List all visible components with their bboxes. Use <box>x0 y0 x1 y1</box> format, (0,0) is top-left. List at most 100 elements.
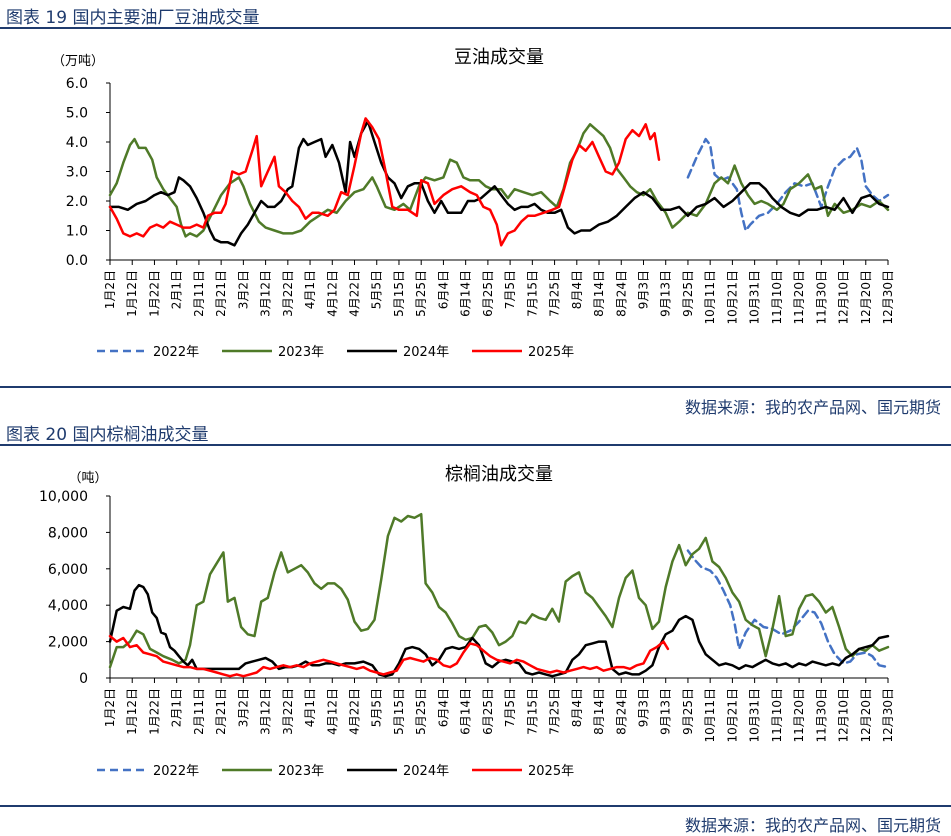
x-tick-label: 4月1日 <box>303 270 317 309</box>
series-line-2025年 <box>108 634 670 678</box>
x-tick-label: 7月5日 <box>503 270 517 309</box>
legend-label: 2024年 <box>403 345 449 360</box>
x-tick-label: 4月22日 <box>348 688 362 735</box>
x-tick-label: 12月20日 <box>859 270 873 325</box>
x-tick-label: 10月31日 <box>748 270 762 325</box>
y-tick-label: 2,000 <box>48 635 88 651</box>
x-tick-label: 12月10日 <box>837 270 851 325</box>
x-tick-label: 11月30日 <box>814 688 828 743</box>
x-tick-label: 12月30日 <box>881 688 895 743</box>
figure-19-source: 数据来源：我的农产品网、国元期货 <box>684 398 941 417</box>
x-tick-label: 7月25日 <box>548 270 562 317</box>
x-tick-label: 4月12日 <box>325 270 339 317</box>
legend-label: 2023年 <box>278 345 324 360</box>
chart-bottom-divider <box>0 386 951 388</box>
x-tick-label: 8月4日 <box>570 688 584 727</box>
x-tick-label: 6月4日 <box>436 270 450 309</box>
x-tick-label: 8月24日 <box>614 270 628 317</box>
x-tick-label: 8月14日 <box>592 688 606 735</box>
palm-oil-volume-chart: 棕榈油成交量 （吨） 0 2,000 4,000 6,000 8,000 10,000 1月2日… <box>39 464 895 779</box>
x-tick-label: 8月14日 <box>592 270 606 317</box>
figure-19-caption: 图表 19 国内主要油厂豆油成交量 <box>6 8 260 28</box>
y-tick-label: 4.0 <box>66 135 88 151</box>
x-tick-label: 1月22日 <box>147 688 161 735</box>
x-tick-label: 4月12日 <box>325 688 339 735</box>
x-tick-label: 5月15日 <box>392 270 406 317</box>
x-tick-label: 10月31日 <box>748 688 762 743</box>
legend-label: 2022年 <box>153 764 199 779</box>
x-tick-label: 1月2日 <box>103 688 117 727</box>
series-line-2023年 <box>108 512 890 669</box>
x-tick-label: 11月20日 <box>792 688 806 743</box>
series-line-2024年 <box>108 120 890 247</box>
x-tick-label: 9月3日 <box>636 270 650 309</box>
x-tick-label: 6月25日 <box>481 688 495 735</box>
x-tick-label: 11月10日 <box>770 270 784 325</box>
x-tick-label: 10月11日 <box>703 270 717 325</box>
legend-label: 2023年 <box>278 764 324 779</box>
x-tick-label: 12月20日 <box>859 688 873 743</box>
x-tick-label: 8月24日 <box>614 688 628 735</box>
x-tick-label: 2月11日 <box>192 270 206 317</box>
legend-label: 2022年 <box>153 345 199 360</box>
x-tick-label: 5月5日 <box>370 270 384 309</box>
x-tick-label: 2月21日 <box>214 270 228 317</box>
y-tick-label: 4,000 <box>48 598 88 614</box>
legend-label: 2025年 <box>528 764 574 779</box>
x-tick-label: 1月12日 <box>125 270 139 317</box>
series-line-2024年 <box>108 583 890 678</box>
caption-divider <box>0 27 951 29</box>
x-tick-label: 8月4日 <box>570 270 584 309</box>
x-tick-label: 2月21日 <box>214 688 228 735</box>
figure-20-source: 数据来源：我的农产品网、国元期货 <box>684 816 941 835</box>
chart-title: 棕榈油成交量 <box>445 464 553 485</box>
y-tick-label: 6.0 <box>66 76 88 92</box>
x-tick-label: 9月25日 <box>681 270 695 317</box>
x-tick-label: 4月22日 <box>348 270 362 317</box>
y-tick-label: 2.0 <box>66 194 88 210</box>
x-tick-label: 1月12日 <box>125 688 139 735</box>
x-tick-label: 3月22日 <box>281 688 295 735</box>
x-tick-label: 7月15日 <box>525 688 539 735</box>
x-tick-label: 2月1日 <box>170 688 184 727</box>
y-tick-label: 10,000 <box>39 489 88 505</box>
x-tick-label: 2月1日 <box>170 270 184 309</box>
series-line-2022年 <box>686 137 890 232</box>
x-tick-label: 1月2日 <box>103 270 117 309</box>
x-tick-label: 10月11日 <box>703 688 717 743</box>
x-tick-label: 6月14日 <box>459 688 473 735</box>
x-tick-label: 12月10日 <box>837 688 851 743</box>
x-tick-label: 5月5日 <box>370 688 384 727</box>
x-tick-label: 7月5日 <box>503 688 517 727</box>
x-tick-label: 1月22日 <box>147 270 161 317</box>
legend-label: 2025年 <box>528 345 574 360</box>
y-tick-label: 8,000 <box>48 525 88 541</box>
x-tick-label: 5月15日 <box>392 688 406 735</box>
x-tick-label: 6月14日 <box>459 270 473 317</box>
legend-label: 2024年 <box>403 764 449 779</box>
x-tick-label: 12月30日 <box>881 270 895 325</box>
x-tick-label: 3月2日 <box>236 688 250 727</box>
x-tick-label: 11月20日 <box>792 270 806 325</box>
y-axis-unit-label: （万吨） <box>52 54 104 69</box>
caption-divider <box>0 444 951 446</box>
y-tick-label: 0.0 <box>66 253 88 269</box>
y-tick-label: 5.0 <box>66 106 88 122</box>
x-tick-label: 2月11日 <box>192 688 206 735</box>
chart-title: 豆油成交量 <box>454 47 544 68</box>
x-tick-label: 9月13日 <box>659 688 673 735</box>
x-tick-label: 10月21日 <box>725 688 739 743</box>
x-tick-label: 3月12日 <box>259 688 273 735</box>
x-tick-label: 10月21日 <box>725 270 739 325</box>
x-tick-label: 9月3日 <box>636 688 650 727</box>
y-tick-label: 6,000 <box>48 562 88 578</box>
y-tick-label: 1.0 <box>66 224 88 240</box>
x-tick-label: 4月1日 <box>303 688 317 727</box>
x-tick-label: 3月12日 <box>259 270 273 317</box>
x-tick-label: 7月25日 <box>548 688 562 735</box>
chart-bottom-divider <box>0 805 951 807</box>
series-line-2023年 <box>108 123 890 238</box>
x-tick-label: 6月25日 <box>481 270 495 317</box>
x-tick-label: 11月10日 <box>770 688 784 743</box>
x-tick-label: 6月4日 <box>436 688 450 727</box>
